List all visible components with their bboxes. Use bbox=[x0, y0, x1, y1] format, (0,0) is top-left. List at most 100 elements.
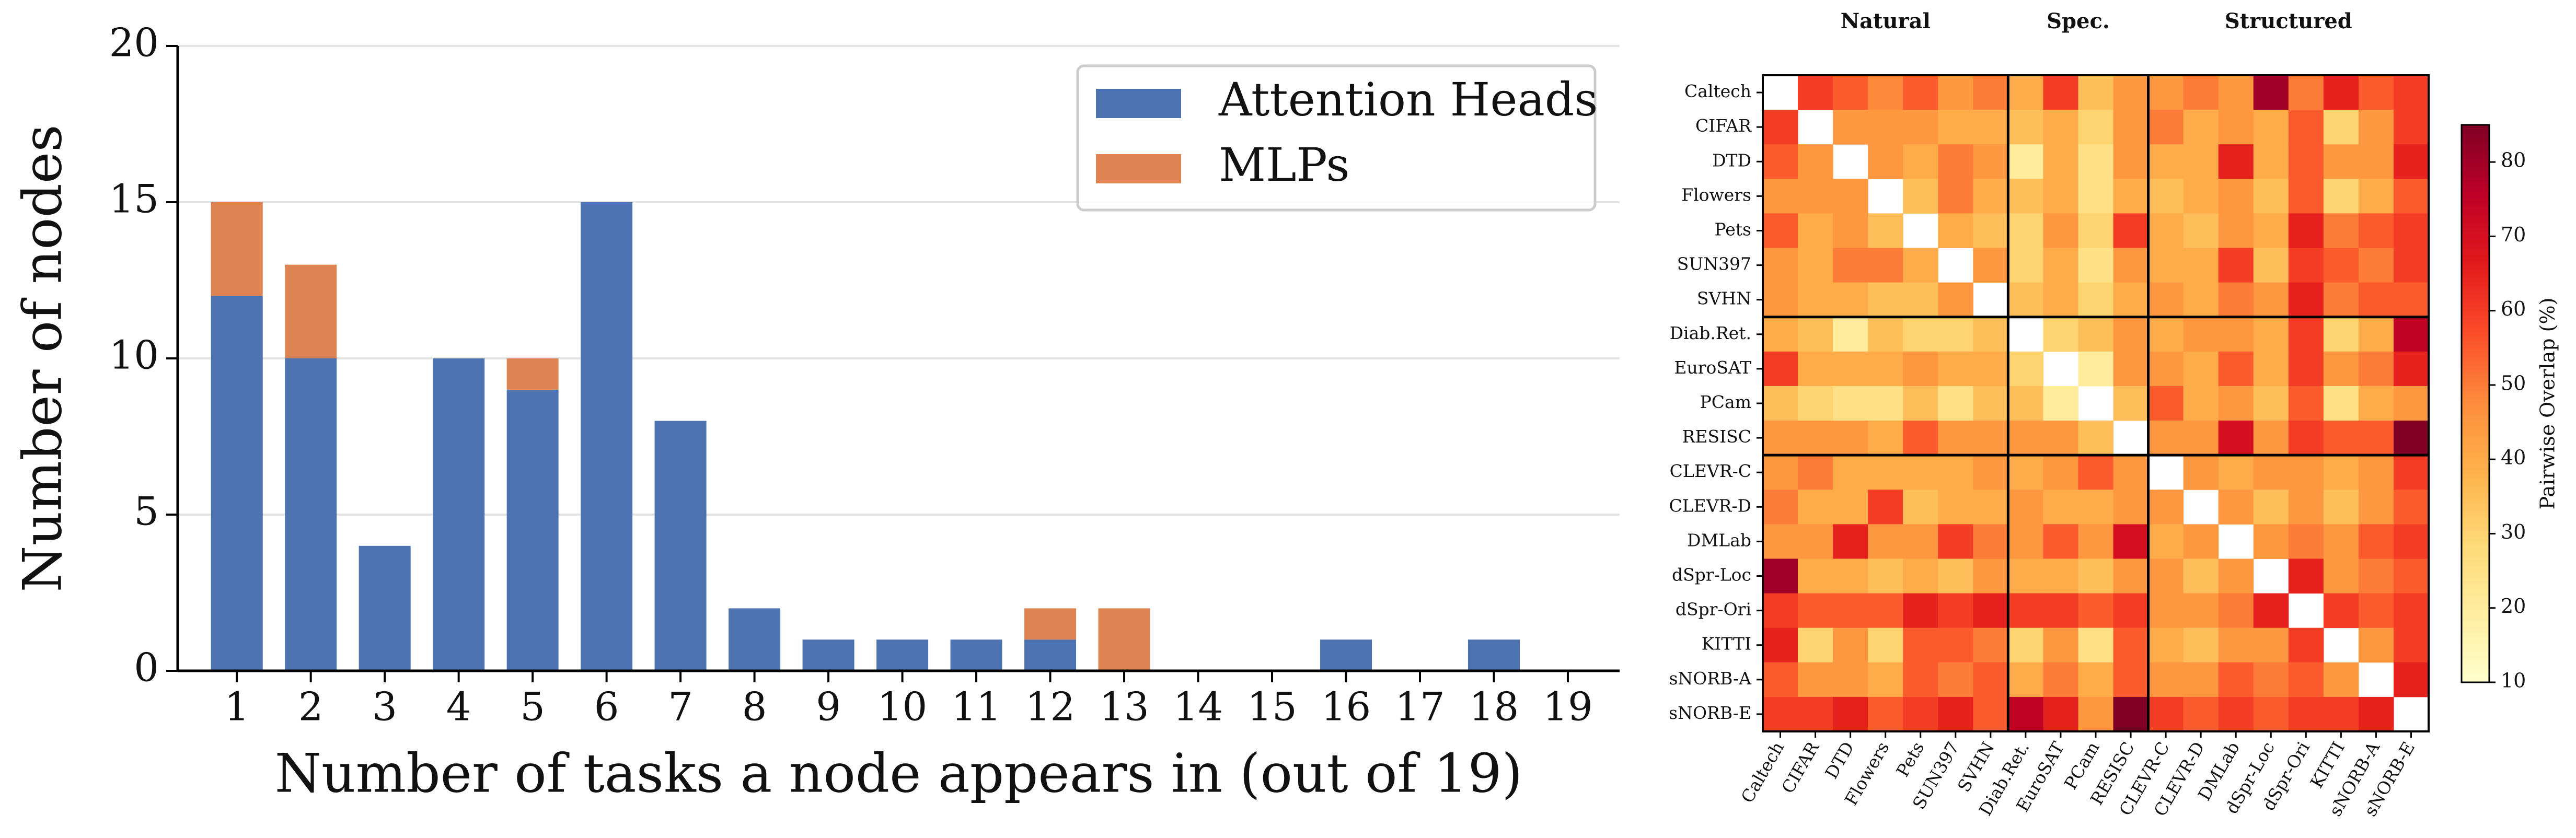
heatmap-cell bbox=[2113, 144, 2149, 179]
heatmap-cell bbox=[2358, 696, 2394, 732]
heatmap-cell bbox=[1973, 213, 2008, 249]
heatmap-cell bbox=[2288, 627, 2324, 663]
row-label: CLEVR-D bbox=[1669, 495, 1751, 516]
heatmap-frame bbox=[1762, 74, 2430, 732]
heatmap-cell bbox=[2183, 524, 2219, 559]
heatmap-cell bbox=[1903, 593, 1938, 628]
heatmap-cell bbox=[2183, 696, 2219, 732]
heatmap-cell bbox=[1763, 317, 1798, 352]
heatmap-cell bbox=[2323, 317, 2359, 352]
heatmap-cell bbox=[2113, 490, 2149, 525]
bar-segment bbox=[654, 421, 707, 671]
heatmap-cell bbox=[1973, 144, 2008, 179]
heatmap-cell bbox=[2043, 524, 2078, 559]
heatmap-cell bbox=[2008, 490, 2043, 525]
heatmap-cell bbox=[2393, 524, 2429, 559]
heatmap-cell bbox=[2288, 110, 2324, 145]
heatmap-cell bbox=[2043, 110, 2078, 145]
col-label: Caltech bbox=[1737, 738, 1788, 806]
heatmap-cell bbox=[2218, 593, 2254, 628]
heatmap-cell bbox=[1973, 593, 2008, 628]
heatmap-cell bbox=[2148, 282, 2184, 318]
x-tick-label: 18 bbox=[1469, 683, 1519, 729]
heatmap-cell bbox=[2218, 351, 2254, 387]
heatmap-cell bbox=[2148, 421, 2184, 456]
heatmap-cell bbox=[2393, 317, 2429, 352]
heatmap-cell bbox=[2043, 213, 2078, 249]
bar-segment bbox=[211, 296, 263, 671]
heatmap-cell bbox=[2113, 317, 2149, 352]
heatmap-cell bbox=[2113, 110, 2149, 145]
heatmap-cell bbox=[1973, 248, 2008, 283]
heatmap-cell bbox=[1973, 421, 2008, 456]
heatmap-cell bbox=[1938, 490, 1973, 525]
heatmap-cell bbox=[2008, 593, 2043, 628]
heatmap-cell bbox=[2253, 662, 2289, 697]
legend-box bbox=[1076, 64, 1597, 212]
heatmap-cell bbox=[2218, 421, 2254, 456]
heatmap-cell bbox=[1973, 386, 2008, 421]
heatmap-cell bbox=[2288, 317, 2324, 352]
heatmap-cell bbox=[1938, 558, 1973, 594]
heatmap-cell bbox=[1903, 75, 1938, 110]
heatmap-cell bbox=[1903, 282, 1938, 318]
heatmap-cell bbox=[2358, 144, 2394, 179]
bar-segment bbox=[1468, 639, 1520, 671]
heatmap-cell bbox=[2288, 213, 2324, 249]
heatmap-cell bbox=[2113, 455, 2149, 490]
x-tick-label: 10 bbox=[877, 683, 927, 729]
heatmap-cell bbox=[2183, 351, 2219, 387]
group-label: Structured bbox=[2225, 9, 2352, 33]
heatmap-cell bbox=[1833, 524, 1868, 559]
heatmap-cell bbox=[1938, 593, 1973, 628]
heatmap-cell bbox=[2183, 593, 2219, 628]
heatmap-cell bbox=[1903, 351, 1938, 387]
row-label: dSpr-Ori bbox=[1676, 599, 1751, 620]
heatmap-cell bbox=[2323, 386, 2359, 421]
heatmap-cell bbox=[2008, 248, 2043, 283]
heatmap-cell bbox=[1763, 421, 1798, 456]
heatmap-cell bbox=[2043, 282, 2078, 318]
heatmap-cell bbox=[1903, 386, 1938, 421]
heatmap-cell bbox=[2148, 248, 2184, 283]
heatmap-cell bbox=[1763, 696, 1798, 732]
heatmap-cell bbox=[2113, 627, 2149, 663]
heatmap-cell bbox=[2358, 110, 2394, 145]
x-tick-label: 13 bbox=[1099, 683, 1149, 729]
heatmap-cell bbox=[2043, 558, 2078, 594]
heatmap-cell bbox=[1938, 144, 1973, 179]
group-label: Spec. bbox=[2047, 9, 2110, 33]
heatmap-cell bbox=[2008, 386, 2043, 421]
row-label: DTD bbox=[1712, 150, 1751, 170]
heatmap-cell bbox=[1763, 248, 1798, 283]
heatmap-cell bbox=[1903, 144, 1938, 179]
heatmap-cell bbox=[2218, 696, 2254, 732]
heatmap-cell bbox=[2218, 282, 2254, 318]
heatmap-cell bbox=[2078, 75, 2114, 110]
bar-segment bbox=[433, 358, 485, 671]
heatmap-cell bbox=[2253, 317, 2289, 352]
heatmap-cell bbox=[1763, 351, 1798, 387]
bar-segment bbox=[506, 389, 559, 671]
heatmap-cell bbox=[2358, 490, 2394, 525]
heatmap-cell bbox=[1763, 627, 1798, 663]
heatmap-cell bbox=[1938, 627, 1973, 663]
row-label: SVHN bbox=[1697, 288, 1751, 309]
heatmap-cell bbox=[2358, 179, 2394, 214]
heatmap-cell bbox=[2008, 75, 2043, 110]
heatmap-cell bbox=[2288, 282, 2324, 318]
colorbar bbox=[2461, 124, 2490, 683]
heatmap-cell bbox=[2218, 213, 2254, 249]
heatmap-cell bbox=[2183, 317, 2219, 352]
heatmap-cell bbox=[2183, 110, 2219, 145]
heatmap-cell bbox=[1763, 524, 1798, 559]
heatmap-cell bbox=[1903, 696, 1938, 732]
heatmap-cell bbox=[2288, 455, 2324, 490]
heatmap-cell bbox=[1798, 213, 1833, 249]
heatmap-cell bbox=[2008, 179, 2043, 214]
heatmap-cell bbox=[2218, 386, 2254, 421]
heatmap-cell bbox=[2358, 421, 2394, 456]
heatmap-cell bbox=[1833, 282, 1868, 318]
heatmap-cell bbox=[1798, 490, 1833, 525]
